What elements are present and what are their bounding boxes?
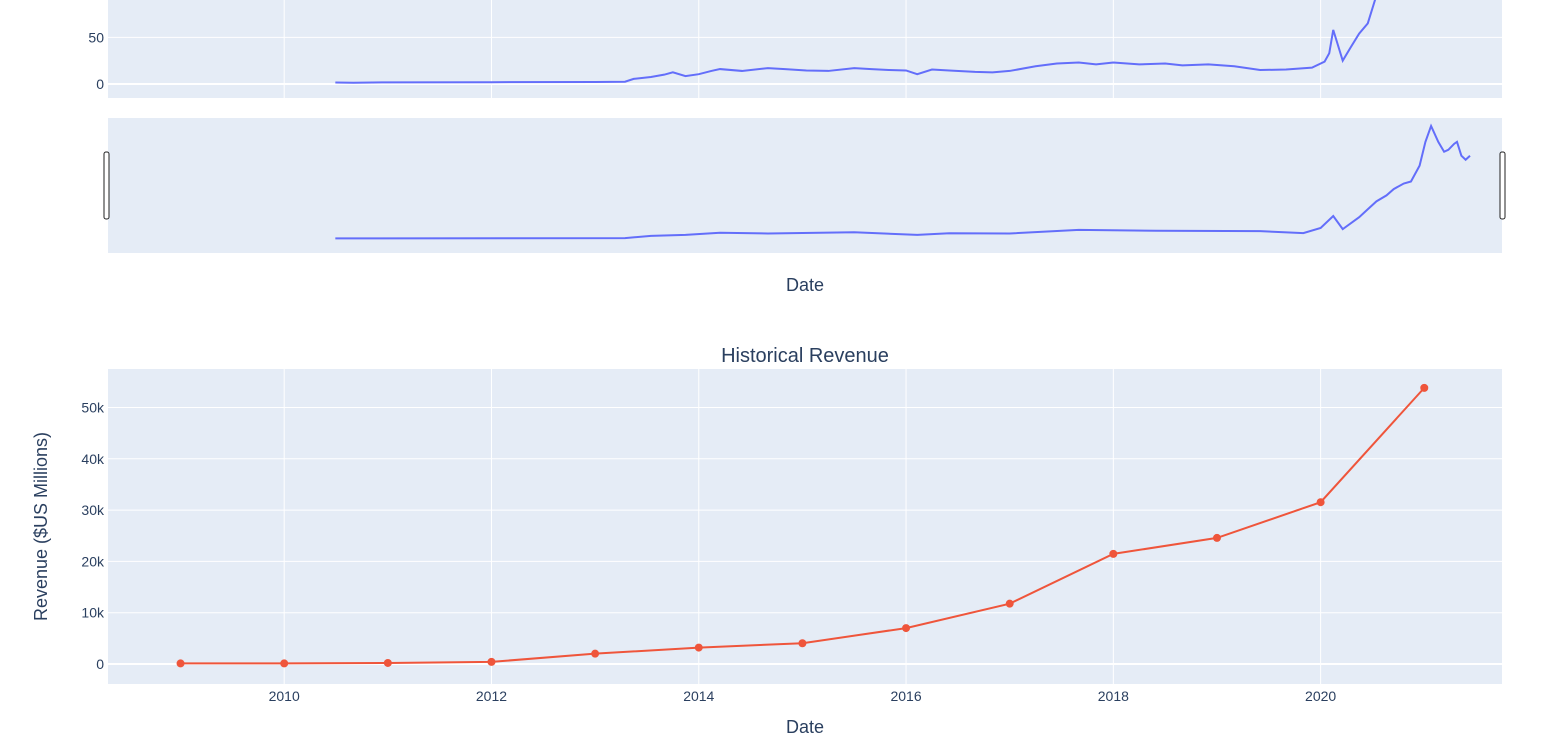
range-slider-background[interactable] — [108, 118, 1502, 253]
revenue-x-tick-label: 2016 — [890, 688, 921, 704]
price-y-ticks: 0 50 — [88, 29, 104, 92]
revenue-point — [694, 643, 703, 652]
revenue-x-ticks: 2010 2012 2014 2016 2018 2020 — [269, 688, 1337, 704]
revenue-x-tick-label: 2012 — [476, 688, 507, 704]
revenue-y-tick-label: 40k — [81, 451, 105, 467]
revenue-x-tick-label: 2020 — [1305, 688, 1336, 704]
revenue-chart-title: Historical Revenue — [721, 345, 889, 367]
range-slider-left-handle[interactable] — [103, 151, 110, 220]
revenue-y-axis-title: Revenue ($US Millions) — [31, 432, 51, 621]
revenue-x-axis-title: Date — [786, 717, 824, 737]
revenue-point — [902, 624, 911, 633]
range-slider-series — [335, 123, 1471, 240]
range-slider[interactable] — [103, 118, 1506, 253]
revenue-x-tick-label: 2018 — [1098, 688, 1129, 704]
revenue-x-tick-label: 2010 — [269, 688, 300, 704]
revenue-point — [1212, 533, 1221, 542]
revenue-y-ticks: 0 10k 20k 30k 40k 50k — [81, 399, 105, 672]
revenue-y-tick-label: 30k — [81, 502, 105, 518]
price-series — [335, 0, 1377, 84]
revenue-point — [280, 659, 289, 668]
revenue-point — [1109, 549, 1118, 558]
revenue-y-tick-label: 20k — [81, 553, 105, 569]
revenue-y-tick-label: 10k — [81, 605, 105, 621]
price-chart: 0 50 — [88, 0, 1502, 98]
revenue-point — [176, 659, 185, 668]
revenue-gridlines — [108, 369, 1502, 684]
revenue-point — [1420, 383, 1429, 392]
range-slider-right-handle[interactable] — [1499, 151, 1506, 220]
revenue-point — [798, 639, 807, 648]
revenue-x-tick-label: 2014 — [683, 688, 714, 704]
price-y-tick-label: 50 — [88, 29, 104, 45]
revenue-point — [591, 649, 600, 658]
price-y-tick-label: 0 — [96, 76, 104, 92]
range-slider-line — [335, 123, 1471, 240]
revenue-plot-background — [108, 369, 1502, 684]
revenue-point — [1316, 498, 1325, 507]
revenue-chart: 0 10k 20k 30k 40k 50k 2010 2012 2014 2016 2018 202… — [81, 369, 1502, 704]
price-line — [335, 0, 1377, 84]
revenue-y-tick-label: 0 — [96, 656, 104, 672]
revenue-point — [1005, 599, 1014, 608]
revenue-point — [383, 658, 392, 667]
revenue-point — [487, 657, 496, 666]
price-gridlines — [108, 0, 1502, 98]
price-x-axis-title: Date — [786, 275, 824, 295]
revenue-y-tick-label: 50k — [81, 399, 105, 415]
revenue-series — [176, 383, 1429, 668]
